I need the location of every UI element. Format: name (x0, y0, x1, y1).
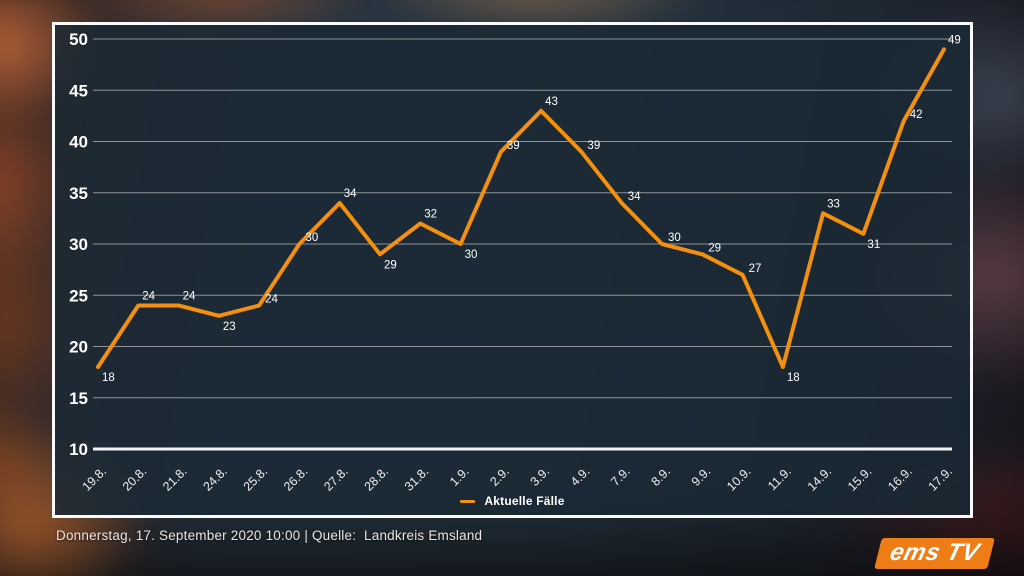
svg-text:40: 40 (69, 133, 88, 152)
svg-text:21.8.: 21.8. (160, 464, 190, 494)
svg-text:35: 35 (69, 184, 88, 203)
svg-text:14.9.: 14.9. (805, 464, 835, 494)
ems-tv-logo-text: ems TV (887, 538, 983, 566)
svg-text:24.8.: 24.8. (200, 464, 230, 494)
svg-text:10.9.: 10.9. (724, 464, 754, 494)
svg-text:9.9.: 9.9. (689, 464, 714, 489)
chart-legend: Aktuelle Fälle (55, 493, 970, 509)
svg-text:20.8.: 20.8. (120, 464, 150, 494)
svg-text:18: 18 (787, 372, 800, 384)
svg-text:32: 32 (424, 209, 437, 221)
svg-text:30: 30 (465, 249, 478, 261)
svg-text:27: 27 (749, 263, 762, 275)
svg-text:30: 30 (305, 232, 318, 244)
svg-text:23: 23 (223, 321, 236, 333)
svg-text:29: 29 (384, 259, 397, 271)
svg-text:33: 33 (827, 198, 840, 210)
svg-text:3.9.: 3.9. (528, 464, 553, 489)
svg-text:25.8.: 25.8. (241, 464, 271, 494)
caption-date-source: Donnerstag, 17. September 2020 10:00 | Q… (56, 528, 483, 543)
svg-text:45: 45 (69, 81, 88, 100)
svg-text:11.9.: 11.9. (765, 464, 794, 493)
svg-text:26.8.: 26.8. (281, 464, 311, 494)
svg-text:15.9.: 15.9. (845, 464, 875, 494)
svg-text:39: 39 (587, 140, 600, 152)
svg-text:30: 30 (668, 232, 681, 244)
svg-text:28.8.: 28.8. (362, 464, 392, 494)
legend-label: Aktuelle Fälle (484, 494, 565, 508)
svg-text:30: 30 (69, 235, 88, 254)
svg-text:8.9.: 8.9. (648, 464, 673, 489)
legend-line-marker (460, 499, 476, 503)
svg-text:25: 25 (69, 286, 88, 305)
svg-text:17.9.: 17.9. (926, 464, 956, 494)
svg-text:18: 18 (102, 372, 115, 384)
svg-text:34: 34 (344, 188, 357, 200)
svg-text:15: 15 (69, 389, 88, 408)
svg-text:19.8.: 19.8. (80, 464, 110, 494)
svg-text:43: 43 (545, 96, 558, 108)
svg-text:7.9.: 7.9. (608, 464, 633, 489)
svg-text:50: 50 (69, 30, 88, 49)
svg-text:20: 20 (69, 338, 88, 357)
svg-text:4.9.: 4.9. (568, 464, 593, 489)
svg-text:34: 34 (628, 191, 641, 203)
svg-text:31: 31 (867, 239, 880, 251)
svg-text:1.9.: 1.9. (447, 464, 472, 489)
svg-text:10: 10 (69, 440, 88, 459)
svg-text:16.9.: 16.9. (885, 464, 915, 494)
svg-text:24: 24 (265, 294, 278, 306)
chart-panel: 10 15 20 25 30 35 40 45 50 19.8. 20.8. 21.8. 24.8. 25… (52, 22, 973, 518)
svg-text:27.8.: 27.8. (321, 464, 351, 494)
svg-text:39: 39 (507, 140, 520, 152)
svg-text:2.9.: 2.9. (487, 464, 512, 489)
svg-text:24: 24 (142, 291, 155, 303)
svg-text:31.8.: 31.8. (402, 464, 432, 494)
svg-text:24: 24 (183, 291, 196, 303)
svg-text:42: 42 (910, 109, 923, 121)
line-chart: 10 15 20 25 30 35 40 45 50 19.8. 20.8. 21.8. 24.8. 25… (69, 30, 961, 494)
ems-tv-logo: ems TV (874, 538, 995, 569)
svg-text:29: 29 (708, 242, 721, 254)
svg-text:49: 49 (948, 34, 961, 46)
